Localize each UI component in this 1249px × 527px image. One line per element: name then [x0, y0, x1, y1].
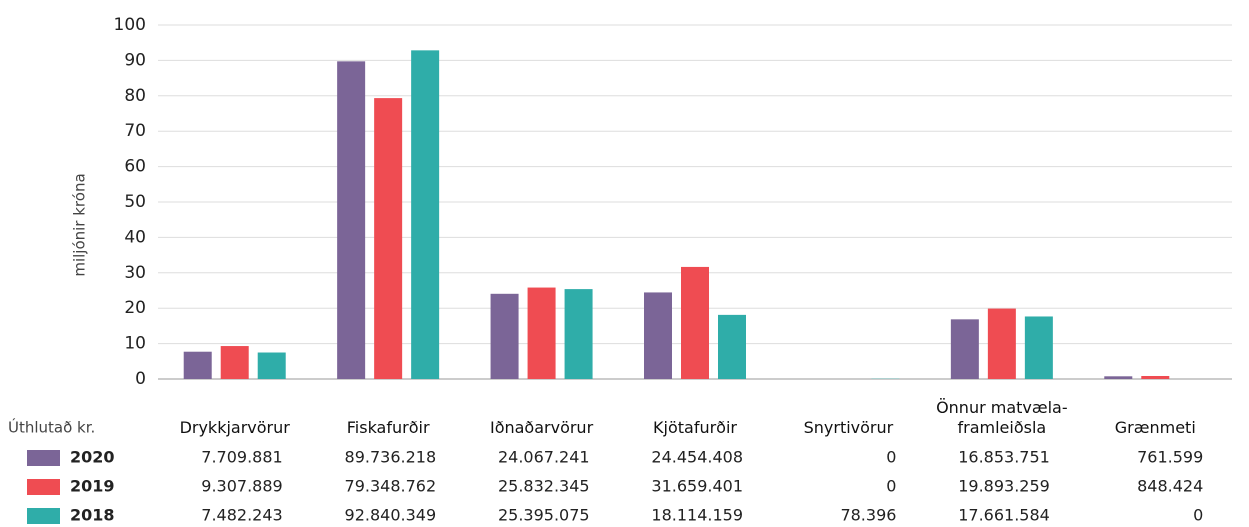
bar: [183, 351, 212, 379]
bar: [490, 293, 519, 379]
table-value: 25.395.075: [498, 506, 590, 525]
table-value: 92.840.349: [345, 506, 437, 525]
bar: [527, 287, 556, 379]
table-label: Úthlutað kr.: [8, 418, 95, 437]
table-value: 16.853.751: [958, 448, 1050, 467]
bar: [644, 292, 672, 379]
legend-swatch: [27, 508, 60, 524]
y-tick-label: 60: [124, 157, 146, 177]
bar: [1024, 316, 1053, 379]
legend-swatch: [27, 450, 60, 466]
bar: [257, 352, 286, 379]
y-tick-label: 90: [124, 50, 146, 70]
table-value: 7.482.243: [201, 506, 282, 525]
table-value: 18.114.159: [651, 506, 743, 525]
y-tick-label: 50: [124, 192, 146, 212]
legend-swatch: [27, 479, 60, 495]
bar: [220, 346, 249, 379]
table-value: 0: [1193, 506, 1203, 525]
y-tick-label: 20: [124, 298, 146, 318]
table-value: 0: [886, 448, 896, 467]
category-label: Iðnaðarvörur: [489, 418, 594, 437]
category-label: Snyrtivörur: [803, 418, 894, 437]
bar: [950, 319, 979, 379]
y-tick-label: 100: [114, 15, 146, 35]
bar: [374, 98, 403, 380]
legend-label: 2020: [70, 448, 115, 467]
legend-label: 2019: [70, 477, 115, 496]
table-value: 761.599: [1137, 448, 1203, 467]
y-axis-label: miljónir króna: [71, 173, 89, 276]
table-value: 31.659.401: [651, 477, 743, 496]
category-label: Kjötafurðir: [653, 418, 737, 437]
category-label: Fiskafurðir: [346, 418, 430, 437]
category-label: Grænmeti: [1114, 418, 1196, 437]
y-tick-label: 70: [124, 121, 146, 141]
table-value: 25.832.345: [498, 477, 590, 496]
bar: [337, 61, 366, 379]
category-label: Drykkjarvörur: [179, 418, 290, 437]
bar: [1141, 375, 1170, 379]
bar: [564, 289, 593, 379]
bar: [681, 266, 709, 379]
table-value: 89.736.218: [345, 448, 437, 467]
y-tick-label: 40: [124, 227, 146, 247]
bar: [987, 308, 1016, 379]
y-tick-label: 30: [124, 263, 146, 283]
bar: [1104, 376, 1133, 379]
table-value: 24.067.241: [498, 448, 590, 467]
y-tick-label: 80: [124, 86, 146, 106]
table-value: 24.454.408: [651, 448, 743, 467]
bar: [411, 50, 440, 380]
bar: [718, 314, 746, 379]
legend-label: 2018: [70, 506, 115, 525]
table-value: 19.893.259: [958, 477, 1050, 496]
table-value: 9.307.889: [201, 477, 282, 496]
table-value: 7.709.881: [201, 448, 282, 467]
table-value: 78.396: [840, 506, 896, 525]
y-tick-label: 0: [135, 369, 146, 389]
table-value: 17.661.584: [958, 506, 1050, 525]
table-value: 79.348.762: [345, 477, 437, 496]
category-label: Önnur matvæla- framleiðsla: [936, 398, 1068, 437]
y-tick-label: 10: [124, 334, 146, 354]
table-value: 0: [886, 477, 896, 496]
table-value: 848.424: [1137, 477, 1203, 496]
